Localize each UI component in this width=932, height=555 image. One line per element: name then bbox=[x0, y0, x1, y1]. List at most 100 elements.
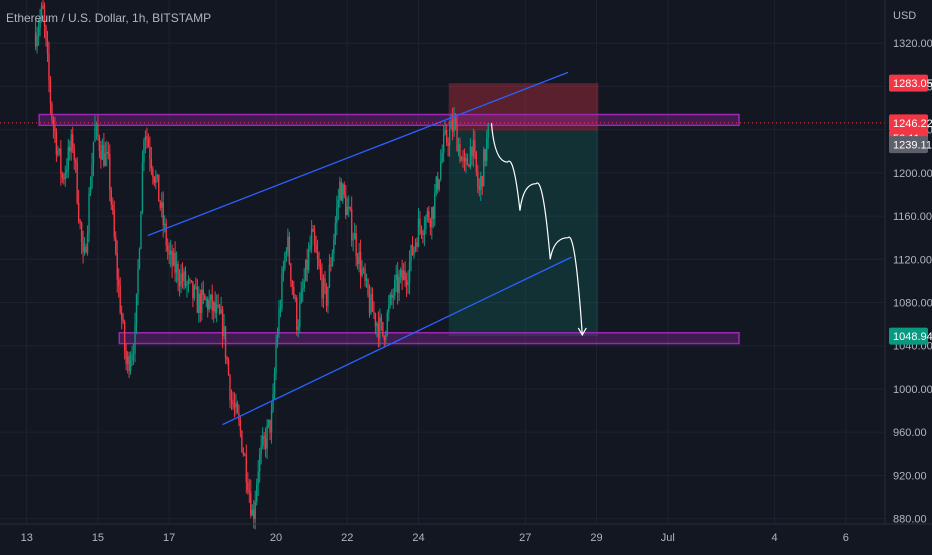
candle-body bbox=[364, 268, 366, 281]
candle-body bbox=[77, 202, 80, 221]
candle-body bbox=[287, 236, 289, 252]
candle-body bbox=[172, 252, 175, 266]
candle-body bbox=[284, 253, 286, 268]
candle-body bbox=[484, 149, 486, 161]
candle-body bbox=[256, 484, 258, 502]
candle-body bbox=[95, 123, 98, 128]
candle-body bbox=[149, 146, 151, 159]
candle-body bbox=[261, 436, 264, 446]
candle-body bbox=[217, 304, 219, 306]
candle-body bbox=[110, 189, 112, 205]
candle-body bbox=[137, 268, 139, 294]
x-tick-label: 20 bbox=[270, 532, 282, 544]
candle-body bbox=[273, 373, 276, 394]
candle-body bbox=[155, 176, 157, 183]
candle-body bbox=[304, 259, 307, 281]
candle-body bbox=[150, 158, 153, 169]
candle-body bbox=[315, 244, 317, 253]
candle-body bbox=[350, 209, 353, 241]
candle-body bbox=[425, 216, 427, 229]
candle-body bbox=[395, 274, 397, 281]
candle-body bbox=[396, 274, 399, 293]
candle-body bbox=[290, 263, 292, 281]
candle-body bbox=[141, 162, 144, 212]
candle-body bbox=[343, 184, 345, 195]
stop-loss-zone bbox=[448, 83, 599, 131]
candle-body bbox=[180, 273, 182, 287]
candle-body bbox=[275, 344, 277, 374]
candle-body bbox=[267, 419, 270, 426]
x-tick-label: 27 bbox=[519, 532, 531, 544]
candle-body bbox=[37, 28, 40, 37]
candle-body bbox=[48, 53, 50, 81]
candle-body bbox=[175, 263, 178, 273]
candle-body bbox=[109, 153, 111, 190]
candle-body bbox=[448, 129, 451, 147]
x-tick-label: 13 bbox=[21, 532, 33, 544]
candle-body bbox=[198, 293, 200, 313]
candle-body bbox=[487, 123, 489, 139]
candle-body bbox=[367, 279, 369, 296]
candle-body bbox=[92, 141, 95, 165]
candle-body bbox=[144, 136, 147, 141]
candle-body bbox=[303, 280, 305, 289]
candle-body bbox=[374, 313, 377, 327]
candle-body bbox=[368, 295, 371, 314]
candle-body bbox=[309, 245, 311, 250]
candle-body bbox=[306, 259, 308, 271]
candle-body bbox=[399, 269, 402, 278]
candle-body bbox=[214, 302, 216, 313]
candle-body bbox=[70, 134, 72, 152]
candle-body bbox=[459, 144, 461, 161]
candle-body bbox=[324, 278, 326, 287]
candle-body bbox=[294, 297, 296, 299]
candle-body bbox=[429, 220, 432, 228]
candle-body bbox=[474, 140, 476, 152]
candle-body bbox=[46, 39, 49, 54]
candle-body bbox=[404, 271, 406, 280]
projection-path bbox=[490, 123, 583, 335]
candle-body bbox=[362, 268, 365, 270]
candle-body bbox=[60, 148, 62, 174]
candle-body bbox=[235, 402, 237, 408]
candle-body bbox=[85, 246, 87, 253]
candle-body bbox=[39, 17, 41, 29]
candle-body bbox=[307, 249, 310, 271]
x-tick-label: 29 bbox=[590, 532, 602, 544]
candle-body bbox=[224, 326, 227, 358]
stop-price-tag: 1283.05 bbox=[893, 78, 932, 90]
support-zone bbox=[118, 332, 740, 345]
candle-body bbox=[58, 148, 61, 152]
candle-body bbox=[411, 245, 414, 255]
candle-body bbox=[91, 164, 93, 188]
candle-body bbox=[207, 299, 209, 310]
candle-body bbox=[291, 280, 294, 287]
candle-body bbox=[288, 236, 291, 264]
candle-body bbox=[333, 239, 335, 254]
candle-body bbox=[394, 280, 396, 296]
candle-body bbox=[423, 228, 426, 235]
candle-body bbox=[348, 207, 350, 209]
candle-body bbox=[356, 256, 359, 265]
candle-body bbox=[465, 158, 467, 162]
candle-body bbox=[72, 134, 74, 149]
candle-body bbox=[126, 355, 129, 364]
candle-body bbox=[346, 207, 348, 216]
candle-body bbox=[49, 80, 52, 104]
candle-body bbox=[132, 353, 135, 355]
candle-body bbox=[312, 228, 314, 232]
candle-body bbox=[407, 282, 409, 286]
candle-body bbox=[336, 207, 338, 224]
candle-body bbox=[189, 279, 191, 281]
stop-price-tag-bg bbox=[889, 74, 928, 92]
candle-body bbox=[83, 246, 86, 253]
x-tick-label: Jul bbox=[661, 532, 675, 544]
candle-body bbox=[405, 279, 408, 286]
candle-body bbox=[478, 186, 481, 190]
candle-body bbox=[51, 103, 53, 120]
candle-body bbox=[63, 177, 65, 180]
candle-body bbox=[285, 251, 288, 254]
candle-body bbox=[428, 211, 430, 221]
